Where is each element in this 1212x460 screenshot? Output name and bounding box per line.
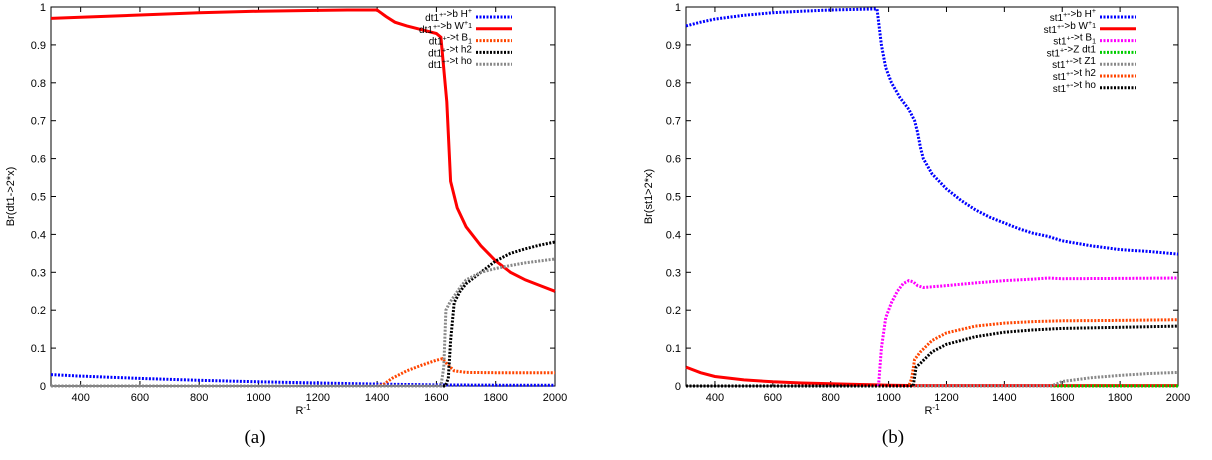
x-tick-label: 800 xyxy=(822,392,840,404)
y-tick-label: 0.5 xyxy=(666,192,681,204)
x-tick-label: 1400 xyxy=(365,392,389,404)
y-tick-label: 0.6 xyxy=(31,154,46,166)
legend-label-h2: dt1+->t h2 xyxy=(428,44,472,59)
legend-label-Z: st1+->Z dt1 xyxy=(1047,44,1097,59)
chart-panel-b: 400 600 800 1000 1200 1400 1600 1800 2000 0 0.1 0.2… xyxy=(643,2,1190,448)
legend-label-H: st1+->b H+ xyxy=(1050,8,1096,24)
x-tick-label: 1000 xyxy=(876,392,900,404)
y-tick-label: 0.2 xyxy=(666,305,681,317)
y-tick-label: 0 xyxy=(40,381,46,393)
chart-panel-a: 400 600 800 1000 1200 1400 1600 1800 2000 0 0.1 0.2… xyxy=(5,2,567,448)
legend-label-Z1: st1+->t Z1 xyxy=(1052,56,1096,71)
legend-label-W: st1+->b W+1 xyxy=(1044,20,1096,36)
y-tick-label: 0.9 xyxy=(666,40,681,52)
x-tick-label: 1600 xyxy=(1050,392,1074,404)
y-tick-label: 0.7 xyxy=(666,116,681,128)
series-line-W xyxy=(685,365,1178,388)
y-tick-label: 0 xyxy=(675,381,681,393)
y-tick-label: 0.4 xyxy=(31,229,46,241)
y-tick-label: 0.9 xyxy=(31,40,46,52)
y-tick-label: 0.8 xyxy=(31,78,46,90)
x-axis-label: R-1 xyxy=(924,403,940,417)
series-line-W xyxy=(50,8,556,293)
x-tick-label: 400 xyxy=(706,392,724,404)
legend-label-B: st1+->t B1 xyxy=(1053,33,1096,48)
y-tick-label: 0.3 xyxy=(31,267,46,279)
x-tick-label: 1600 xyxy=(424,392,448,404)
series-line-Z1 xyxy=(686,370,1179,388)
x-tick-label: 2000 xyxy=(1166,392,1190,404)
x-tick-label: 1000 xyxy=(246,392,270,404)
y-tick-label: 0.2 xyxy=(31,305,46,317)
y-tick-label: 0.5 xyxy=(31,192,46,204)
plot-frame xyxy=(50,6,556,387)
legend-label-W: dt1+->b W+1 xyxy=(419,20,472,36)
y-tick-label: 1 xyxy=(675,2,681,14)
series-line-H xyxy=(685,7,1179,256)
y-tick-label: 0.4 xyxy=(666,229,681,241)
legend-label-B: dt1+->t B1 xyxy=(429,33,472,48)
y-tick-label: 0.3 xyxy=(666,267,681,279)
x-tick-label: 1400 xyxy=(992,392,1016,404)
series-line-ho xyxy=(686,324,1179,388)
legend-label-H: dt1+->b H+ xyxy=(425,8,472,24)
x-tick-label: 1800 xyxy=(483,392,507,404)
series-line-H xyxy=(50,373,555,387)
x-tick-label: 1800 xyxy=(1108,392,1132,404)
panel-caption: (a) xyxy=(244,427,265,448)
x-tick-label: 1200 xyxy=(306,392,330,404)
legend-label-h2: st1+->t h2 xyxy=(1053,68,1097,83)
y-axis-label: Br(dt1->2*x) xyxy=(5,167,17,227)
x-tick-label: 600 xyxy=(764,392,782,404)
x-tick-label: 600 xyxy=(131,392,149,404)
y-tick-label: 0.7 xyxy=(31,116,46,128)
series-line-ho xyxy=(51,257,556,388)
legend-label-ho: dt1+->t ho xyxy=(428,56,472,71)
x-tick-label: 400 xyxy=(71,392,89,404)
series-line-h2 xyxy=(51,240,556,388)
y-tick-label: 0.8 xyxy=(666,78,681,90)
y-tick-label: 0.6 xyxy=(666,154,681,166)
x-axis-label: R-1 xyxy=(295,403,311,417)
x-tick-label: 800 xyxy=(190,392,208,404)
legend-label-ho: st1+->t ho xyxy=(1053,80,1097,95)
y-axis-label: Br(st1>2*x) xyxy=(643,169,655,224)
panel-caption: (b) xyxy=(882,427,904,448)
y-tick-label: 0.1 xyxy=(666,343,681,355)
y-tick-label: 1 xyxy=(40,2,46,14)
x-tick-label: 1200 xyxy=(934,392,958,404)
y-tick-label: 0.1 xyxy=(31,343,46,355)
series-line-h2 xyxy=(686,318,1179,388)
series-line-B xyxy=(686,276,1179,388)
x-tick-label: 2000 xyxy=(543,392,567,404)
